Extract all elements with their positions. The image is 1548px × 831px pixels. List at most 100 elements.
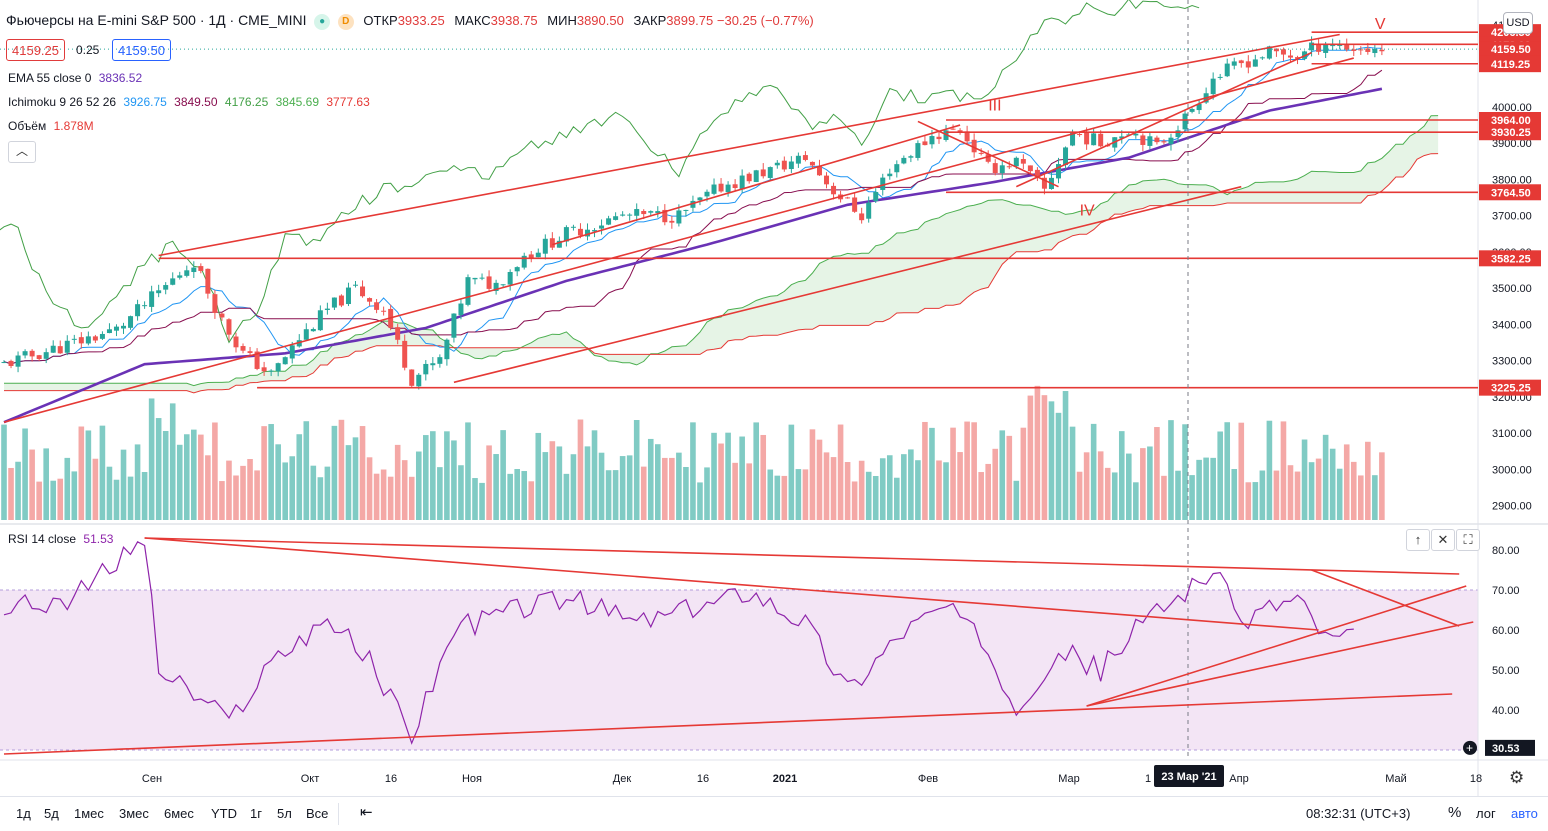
- toolbar-divider: [338, 803, 339, 825]
- close-pane-button[interactable]: ✕: [1431, 529, 1455, 551]
- volume-bar: [1343, 444, 1350, 520]
- volume-bar: [1006, 435, 1013, 520]
- candle-body: [402, 340, 408, 368]
- volume-bar: [999, 430, 1006, 520]
- volume-bar: [788, 424, 795, 520]
- time-tick-label: Апр: [1229, 773, 1248, 785]
- percent-toggle[interactable]: %: [1448, 804, 1462, 821]
- candle-body: [156, 290, 162, 294]
- clock[interactable]: 08:32:31 (UTC+3): [1306, 806, 1411, 821]
- period-6m-button[interactable]: 6мес: [164, 806, 194, 821]
- volume-bar: [1365, 441, 1371, 520]
- time-tick-label: Сен: [142, 773, 162, 785]
- volume-bar: [1034, 385, 1041, 520]
- price-badge-bg: [1479, 41, 1541, 58]
- candle-body: [212, 294, 218, 313]
- volume-bar: [296, 434, 303, 520]
- volume-bar: [1147, 446, 1153, 520]
- ichimoku-legend[interactable]: Ichimoku 9 26 52 26 3926.75 3849.50 4176…: [8, 95, 374, 109]
- market-status-icon[interactable]: ●: [314, 13, 331, 30]
- log-toggle[interactable]: лог: [1476, 806, 1496, 821]
- period-5y-button[interactable]: 5л: [277, 806, 292, 821]
- volume-bar: [718, 443, 724, 520]
- candle-body: [416, 374, 422, 387]
- price-badge: 4119.25: [1479, 55, 1541, 72]
- period-all-button[interactable]: Все: [306, 806, 329, 821]
- volume-bar: [415, 451, 422, 520]
- volume-bar: [612, 470, 619, 520]
- delay-badge[interactable]: D: [337, 13, 354, 30]
- candle-body: [901, 157, 907, 164]
- candle-body: [106, 329, 112, 334]
- volume-bar: [1161, 475, 1167, 520]
- open-label: ОТКР: [363, 13, 398, 28]
- candle-body: [163, 285, 169, 290]
- volume-bar: [486, 445, 492, 520]
- candle-body: [845, 197, 851, 199]
- mid-channel-line: [552, 124, 961, 246]
- volume-bar: [886, 455, 893, 520]
- rsi-tick-label: 80.00: [1492, 545, 1520, 557]
- wave-label-iii: III: [988, 98, 1001, 115]
- volume-bar: [964, 421, 970, 520]
- ema-legend[interactable]: EMA 55 close 0 3836.52: [8, 71, 146, 85]
- candle-body: [57, 346, 63, 354]
- volume-bar: [1372, 475, 1378, 520]
- sell-price-button[interactable]: 4159.25: [6, 39, 65, 61]
- candle-body: [1161, 141, 1167, 143]
- symbol-legend: Фьючерсы на E-mini S&P 500 · 1Д · CME_MI…: [6, 12, 814, 30]
- candle-body: [458, 303, 464, 315]
- candle-body: [451, 313, 457, 338]
- period-1y-button[interactable]: 1г: [250, 806, 262, 821]
- volume-bar: [647, 438, 654, 520]
- period-1d-button[interactable]: 1д: [16, 806, 31, 821]
- volume-bar: [1315, 458, 1322, 520]
- candle-body: [1196, 103, 1202, 111]
- candle-body: [1182, 113, 1188, 130]
- price-tick-label: 2900.00: [1492, 501, 1532, 513]
- candle-body: [683, 209, 689, 211]
- maximize-pane-button[interactable]: ⛶: [1456, 529, 1480, 551]
- candle-body: [816, 166, 822, 176]
- candle-body: [437, 357, 443, 364]
- volume-legend[interactable]: Объём 1.878M: [8, 119, 98, 133]
- volume-bar: [809, 429, 816, 520]
- candle-body: [697, 197, 703, 201]
- candle-body: [535, 252, 541, 258]
- candle-body: [964, 131, 970, 142]
- collapse-legend-button[interactable]: ︿: [8, 141, 36, 163]
- volume-bar: [205, 455, 211, 520]
- volume-bar: [408, 476, 415, 520]
- volume-bar: [669, 457, 675, 520]
- move-pane-up-button[interactable]: ↑: [1406, 529, 1430, 551]
- candle-body: [71, 338, 77, 340]
- rsi-label: RSI 14 close: [8, 532, 77, 546]
- period-3m-button[interactable]: 3мес: [119, 806, 149, 821]
- auto-toggle[interactable]: авто: [1511, 806, 1538, 821]
- volume-bar: [753, 422, 760, 520]
- symbol-title[interactable]: Фьючерсы на E-mini S&P 500 · 1Д · CME_MI…: [6, 12, 307, 28]
- candle-body: [570, 226, 576, 228]
- chart-settings-button[interactable]: ⚙: [1509, 768, 1524, 788]
- period-1m-button[interactable]: 1мес: [74, 806, 104, 821]
- candle-body: [1, 362, 7, 364]
- candle-body: [542, 238, 548, 254]
- period-ytd-button[interactable]: YTD: [211, 806, 237, 821]
- volume-bar: [198, 434, 204, 520]
- volume-bar: [1245, 482, 1252, 520]
- wave-labels: III IV V: [988, 16, 1386, 220]
- period-5d-button[interactable]: 5д: [44, 806, 59, 821]
- volume-value: 1.878M: [53, 119, 94, 133]
- volume-bar: [542, 452, 549, 520]
- price-badge: 3225.25: [1479, 379, 1541, 396]
- rsi-legend[interactable]: RSI 14 close 51.53: [8, 532, 113, 546]
- buy-price-button[interactable]: 4159.50: [112, 39, 171, 61]
- goto-date-icon[interactable]: ⇤: [360, 804, 373, 821]
- volume-bar: [113, 479, 120, 520]
- time-tick-label: Ноя: [462, 773, 482, 785]
- candle-body: [374, 302, 380, 310]
- volume-bar: [282, 462, 288, 520]
- currency-button[interactable]: USD: [1503, 12, 1533, 34]
- volume-bar: [310, 465, 317, 520]
